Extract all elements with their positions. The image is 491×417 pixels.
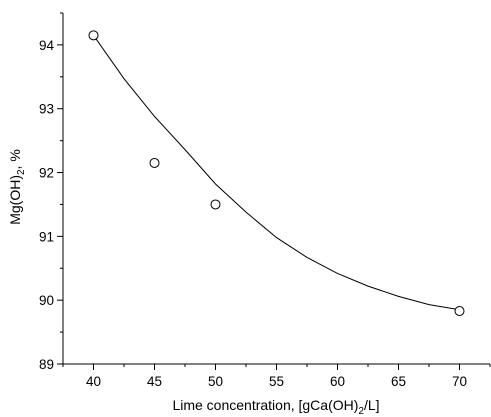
chart-axes <box>62 13 490 365</box>
x-axis-title: Lime concentration, [gCa(OH)2/L] <box>172 397 379 417</box>
x-tick-label: 60 <box>330 374 345 389</box>
x-axis-title-subscript: 2 <box>358 406 364 417</box>
y-tick-label: 92 <box>39 166 54 181</box>
data-point <box>210 199 221 210</box>
y-axis-title-subscript: 2 <box>16 169 27 175</box>
data-point <box>88 30 99 41</box>
data-point <box>149 157 160 168</box>
y-tick-label: 89 <box>39 357 54 372</box>
x-tick-label: 55 <box>269 374 284 389</box>
x-tick-label: 40 <box>86 374 101 389</box>
y-tick-label: 93 <box>39 102 54 117</box>
y-axis-title: Mg(OH)2, % <box>7 149 27 225</box>
y-tick-label: 91 <box>39 229 54 244</box>
y-axis-title-suffix: , % <box>7 149 23 169</box>
x-tick-label: 50 <box>208 374 223 389</box>
fit-curve <box>93 35 460 311</box>
y-axis-ticks: 89 90 91 92 93 94 <box>39 12 63 372</box>
x-axis-title-suffix: /L] <box>364 397 380 413</box>
x-tick-label: 45 <box>147 374 162 389</box>
x-axis-title-prefix: Lime concentration, [gCa(OH) <box>172 397 358 413</box>
fit-curve-layer <box>93 35 460 311</box>
y-axis-title-prefix: Mg(OH) <box>7 175 23 225</box>
data-point <box>454 306 465 317</box>
y-tick-label: 90 <box>39 293 54 308</box>
x-tick-label: 65 <box>391 374 406 389</box>
x-axis-ticks: 40 45 50 55 60 65 70 <box>62 364 491 389</box>
y-tick-label: 94 <box>39 38 55 53</box>
x-tick-label: 70 <box>452 374 467 389</box>
data-points-layer <box>88 30 465 317</box>
